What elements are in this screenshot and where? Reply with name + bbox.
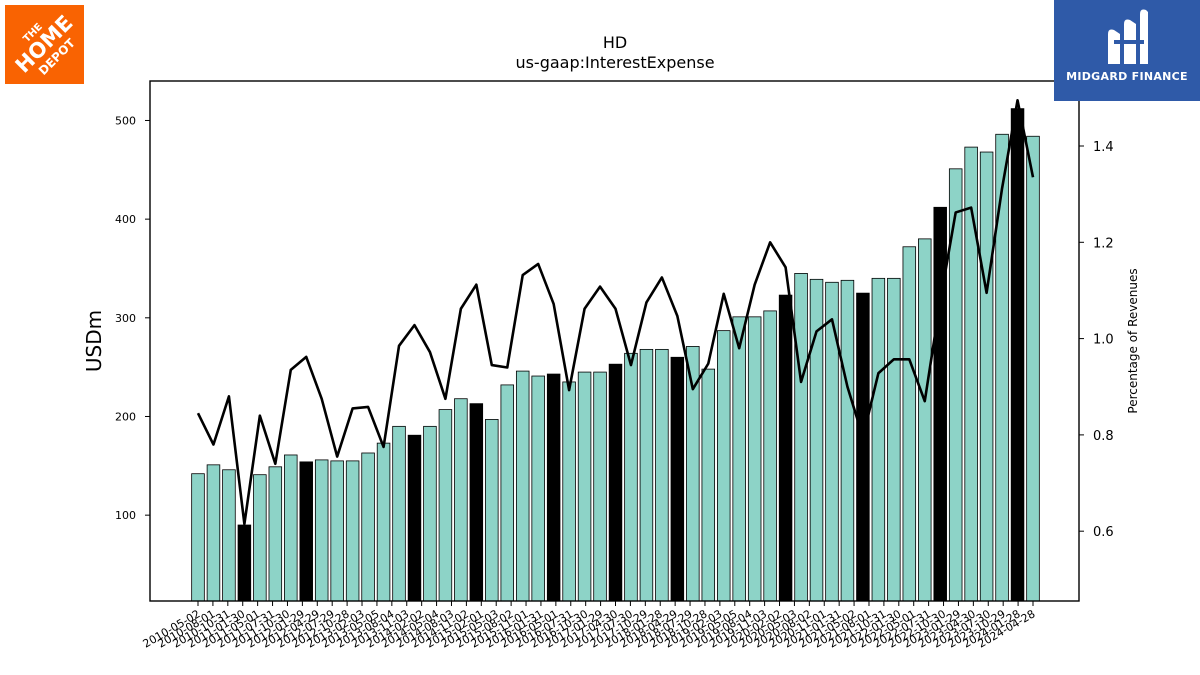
bar xyxy=(856,292,870,602)
bar xyxy=(191,473,205,602)
y-tick-label: 400 xyxy=(115,213,136,226)
bar xyxy=(624,352,638,602)
axes xyxy=(149,80,1080,602)
bar xyxy=(515,370,530,602)
y2-tick-label: 1.2 xyxy=(1093,236,1114,251)
y-tick-label: 200 xyxy=(115,410,136,423)
bar xyxy=(284,454,298,602)
bar xyxy=(531,375,545,602)
right-axis-ticks: 0.6 0.8 1.0 1.2 1.4 xyxy=(1079,140,1114,540)
bar xyxy=(268,466,283,602)
bar xyxy=(546,373,561,602)
bar xyxy=(314,459,329,602)
bar xyxy=(778,294,793,602)
midgard-emblem-icon xyxy=(1108,9,1148,64)
bar xyxy=(345,460,360,602)
y2-tick-label: 0.8 xyxy=(1093,429,1114,444)
chart-title: HD xyxy=(603,33,627,52)
y2-axis-label: Percentage of Revenues xyxy=(1126,268,1140,413)
bar xyxy=(979,151,994,602)
midgard-finance-text: MIDGARD FINANCE xyxy=(1066,70,1188,83)
bar xyxy=(825,281,839,602)
bar xyxy=(918,238,932,602)
home-depot-logo: THE HOME DEPOT xyxy=(5,5,84,84)
bar xyxy=(933,206,947,602)
y2-tick-label: 1.0 xyxy=(1093,333,1114,348)
y2-tick-label: 0.6 xyxy=(1093,525,1114,540)
bar xyxy=(964,146,978,602)
bar xyxy=(1026,135,1040,602)
bar xyxy=(376,442,391,602)
bar xyxy=(361,452,375,602)
y-tick-label: 100 xyxy=(115,509,136,522)
x-axis-ticks: 2010-05-022010-08-012010-10-312011-01-30… xyxy=(141,601,1038,651)
y-tick-label: 300 xyxy=(115,312,136,325)
bar xyxy=(299,461,313,602)
bar xyxy=(423,425,437,602)
bar xyxy=(763,310,777,602)
series-line xyxy=(196,98,1035,526)
bar xyxy=(438,409,453,602)
bar xyxy=(717,330,731,602)
bar xyxy=(593,371,607,602)
bar xyxy=(577,371,592,602)
chart-subtitle: us-gaap:InterestExpense xyxy=(515,53,714,72)
y-tick-label: 500 xyxy=(115,114,136,127)
bar xyxy=(747,316,762,602)
bar xyxy=(902,246,917,602)
midgard-finance-logo: MIDGARD FINANCE xyxy=(1054,0,1200,101)
plot-frame xyxy=(149,80,1080,602)
bar xyxy=(562,381,576,602)
bar xyxy=(500,384,515,602)
bar xyxy=(407,434,422,602)
bar xyxy=(701,368,716,602)
bar xyxy=(995,133,1009,602)
y2-tick-label: 1.4 xyxy=(1093,140,1114,155)
y-axis-label: USDm xyxy=(82,310,106,372)
bar xyxy=(392,425,406,602)
revenue-percentage-line xyxy=(196,98,1035,526)
bar xyxy=(670,356,685,602)
bar xyxy=(485,419,499,602)
bar xyxy=(639,348,654,602)
bar xyxy=(237,524,252,602)
bar xyxy=(794,273,808,602)
bar xyxy=(253,474,267,602)
bar xyxy=(732,316,746,602)
bar xyxy=(222,469,236,602)
bar xyxy=(1010,108,1025,602)
bar xyxy=(840,279,855,602)
bar xyxy=(454,398,468,602)
bar xyxy=(330,460,344,602)
bar xyxy=(655,348,669,602)
bar xyxy=(206,464,221,602)
bar xyxy=(608,363,623,602)
bar xyxy=(887,277,901,602)
bar xyxy=(871,277,886,602)
left-axis-ticks: 100 200 300 400 500 xyxy=(115,114,150,522)
bar xyxy=(469,403,484,602)
